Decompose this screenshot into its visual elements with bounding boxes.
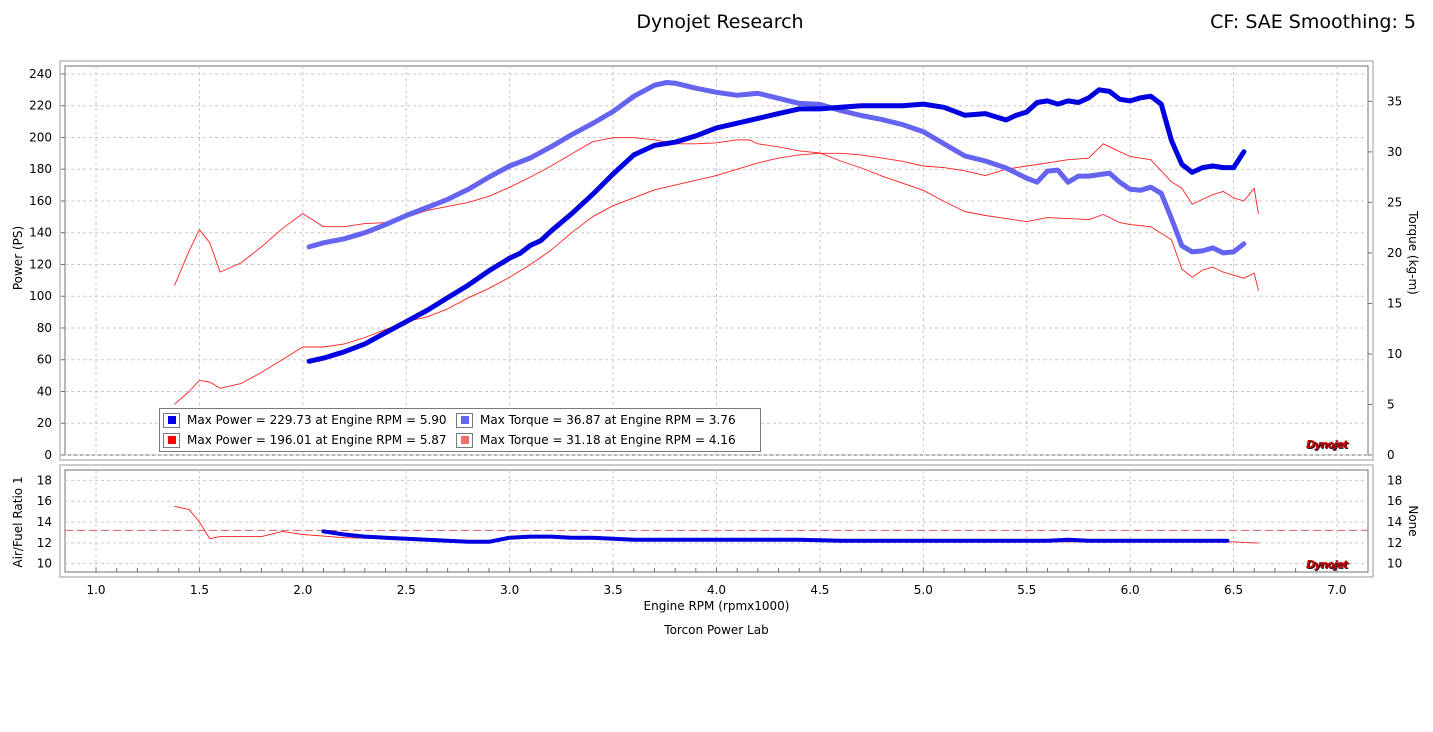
power-axis-label: Power (PS) bbox=[11, 226, 25, 290]
legend: Max Power = 229.73 at Engine RPM = 5.90 … bbox=[159, 408, 761, 452]
power-tick-label: 100 bbox=[29, 289, 52, 303]
power-tick-label: 120 bbox=[29, 257, 52, 271]
dynojet-logo: Dynojet bbox=[1306, 438, 1348, 451]
x-tick-label: 5.5 bbox=[1017, 583, 1036, 597]
power-tick-label: 200 bbox=[29, 130, 52, 144]
power-tick-label: 240 bbox=[29, 67, 52, 81]
afr-right-tick-label: 16 bbox=[1387, 494, 1402, 508]
legend-item: Max Power = 229.73 at Engine RPM = 5.90 bbox=[163, 412, 456, 428]
run1-torque-line bbox=[306, 80, 1247, 256]
x-tick-label: 3.5 bbox=[604, 583, 623, 597]
afr-right-tick-label: 18 bbox=[1387, 473, 1402, 487]
run2-torque-line bbox=[174, 137, 1259, 291]
chart-title: Dynojet Research bbox=[636, 11, 804, 33]
afr-axis-label: Air/Fuel Ratio 1 bbox=[11, 476, 25, 567]
x-tick-label: 1.0 bbox=[86, 583, 105, 597]
x-tick-label: 5.0 bbox=[914, 583, 933, 597]
afr-right-tick-label: 12 bbox=[1387, 536, 1402, 550]
torque-tick-label: 35 bbox=[1387, 94, 1402, 108]
legend-row-2: Max Power = 196.01 at Engine RPM = 5.87 … bbox=[163, 430, 756, 450]
legend-row-1: Max Power = 229.73 at Engine RPM = 5.90 … bbox=[163, 410, 756, 430]
correction-factor-label: CF: SAE Smoothing: 5 bbox=[1210, 11, 1416, 33]
legend-text: Max Power = 196.01 at Engine RPM = 5.87 bbox=[187, 433, 447, 447]
power-tick-label: 60 bbox=[37, 353, 52, 367]
x-tick-label: 2.0 bbox=[293, 583, 312, 597]
footer-location: Torcon Power Lab bbox=[664, 623, 769, 637]
torque-tick-label: 30 bbox=[1387, 145, 1402, 159]
legend-swatch-box bbox=[163, 432, 180, 448]
afr-tick-label: 14 bbox=[37, 515, 52, 529]
legend-item: Max Power = 196.01 at Engine RPM = 5.87 bbox=[163, 432, 456, 448]
legend-swatch-box bbox=[456, 432, 473, 448]
legend-swatch bbox=[167, 416, 176, 424]
x-tick-label: 6.5 bbox=[1224, 583, 1243, 597]
torque-tick-label: 15 bbox=[1387, 296, 1402, 310]
legend-swatch bbox=[460, 436, 469, 444]
power-tick-label: 140 bbox=[29, 226, 52, 240]
legend-text: Max Torque = 36.87 at Engine RPM = 3.76 bbox=[480, 413, 736, 427]
power-tick-label: 180 bbox=[29, 162, 52, 176]
power-tick-label: 0 bbox=[44, 448, 52, 462]
x-tick-label: 7.0 bbox=[1327, 583, 1346, 597]
run2-power-line bbox=[174, 143, 1259, 405]
x-tick-label: 2.5 bbox=[397, 583, 416, 597]
afr-tick-label: 16 bbox=[37, 494, 52, 508]
x-tick-label: 3.0 bbox=[500, 583, 519, 597]
x-tick-label: 6.0 bbox=[1121, 583, 1140, 597]
legend-item: Max Torque = 31.18 at Engine RPM = 4.16 bbox=[456, 432, 756, 448]
power-tick-label: 160 bbox=[29, 194, 52, 208]
x-tick-label: 1.5 bbox=[190, 583, 209, 597]
legend-text: Max Torque = 31.18 at Engine RPM = 4.16 bbox=[480, 433, 736, 447]
x-tick-label: 4.0 bbox=[707, 583, 726, 597]
afr-right-tick-label: 10 bbox=[1387, 557, 1402, 571]
power-tick-label: 80 bbox=[37, 321, 52, 335]
legend-item: Max Torque = 36.87 at Engine RPM = 3.76 bbox=[456, 412, 756, 428]
afr-tick-label: 10 bbox=[37, 557, 52, 571]
run1-afr-line bbox=[321, 529, 1230, 544]
legend-swatch-box bbox=[456, 412, 473, 428]
afr-tick-label: 18 bbox=[37, 473, 52, 487]
afr-right-axis-label: None bbox=[1406, 505, 1420, 536]
torque-axis-label: Torque (kg-m) bbox=[1406, 210, 1420, 295]
power-tick-label: 20 bbox=[37, 416, 52, 430]
run1-power-line bbox=[306, 87, 1247, 364]
afr-tick-label: 12 bbox=[37, 536, 52, 550]
x-axis-label: Engine RPM (rpmx1000) bbox=[643, 599, 790, 613]
legend-text: Max Power = 229.73 at Engine RPM = 5.90 bbox=[187, 413, 447, 427]
x-tick-label: 4.5 bbox=[810, 583, 829, 597]
torque-tick-label: 10 bbox=[1387, 347, 1402, 361]
power-tick-label: 220 bbox=[29, 99, 52, 113]
legend-swatch bbox=[460, 416, 469, 424]
legend-swatch bbox=[167, 436, 176, 444]
torque-tick-label: 20 bbox=[1387, 246, 1402, 260]
dynojet-logo-afr: Dynojet bbox=[1306, 558, 1348, 571]
torque-tick-label: 5 bbox=[1387, 397, 1395, 411]
torque-tick-label: 25 bbox=[1387, 195, 1402, 209]
afr-right-tick-label: 14 bbox=[1387, 515, 1402, 529]
power-tick-label: 40 bbox=[37, 384, 52, 398]
torque-tick-label: 0 bbox=[1387, 448, 1395, 462]
legend-swatch-box bbox=[163, 412, 180, 428]
